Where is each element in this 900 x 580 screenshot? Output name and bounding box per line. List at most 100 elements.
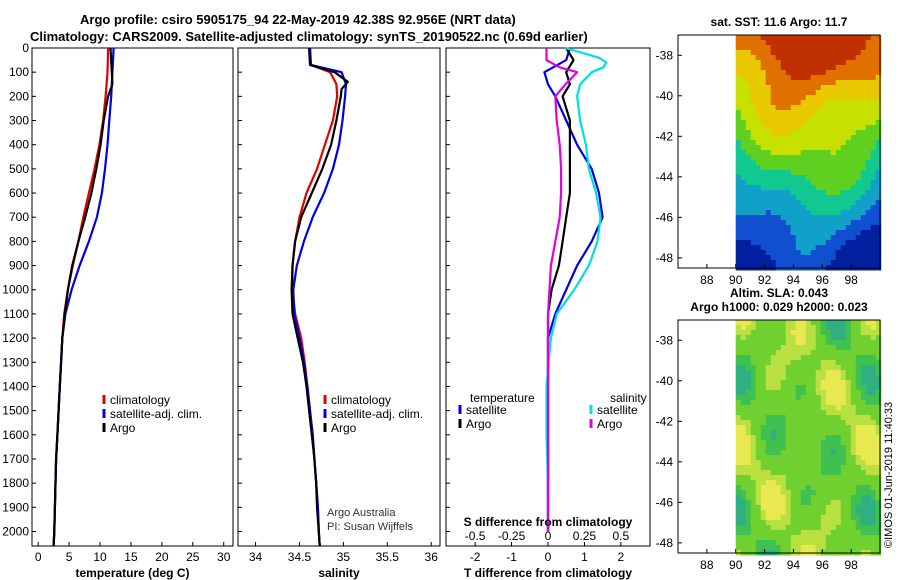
map-cell [765, 210, 772, 216]
map-cell [845, 120, 852, 126]
map-cell [800, 340, 807, 346]
map-cell [875, 330, 882, 336]
map-cell [760, 210, 767, 216]
map-cell [835, 115, 842, 121]
map-cell [755, 65, 762, 71]
map-cell [785, 135, 792, 141]
map-cell [815, 465, 822, 471]
map-cell [755, 465, 762, 471]
map-cell [825, 75, 832, 81]
map-cell [735, 260, 742, 266]
map-cell [750, 120, 757, 126]
map-cell [835, 515, 842, 521]
map-cell [775, 335, 782, 341]
map-cell [845, 40, 852, 46]
map-cell [870, 230, 877, 236]
map-cell [790, 160, 797, 166]
map-cell [735, 110, 742, 116]
map-cell [775, 420, 782, 426]
map-cell [855, 385, 862, 391]
map-cell [735, 85, 742, 91]
map-cell [775, 255, 782, 261]
map-cell [745, 525, 752, 531]
map-cell [765, 455, 772, 461]
map-cell [795, 535, 802, 541]
map-cell [870, 395, 877, 401]
map-cell [755, 350, 762, 356]
y-tick-label: 800 [9, 234, 29, 248]
map-cell [835, 205, 842, 211]
map-cell [835, 240, 842, 246]
map-cell [745, 450, 752, 456]
map-cell [865, 180, 872, 186]
map-cell [835, 125, 842, 131]
map-cell [810, 500, 817, 506]
map-cell [855, 380, 862, 386]
map-cell [845, 395, 852, 401]
map-cell [850, 225, 857, 231]
map-cell [870, 155, 877, 161]
map-cell [875, 480, 882, 486]
map-cell [855, 95, 862, 101]
map-cell [770, 95, 777, 101]
map-cell [875, 35, 882, 41]
map-cell [835, 365, 842, 371]
map-cell [790, 350, 797, 356]
map-cell [800, 350, 807, 356]
map-cell [840, 45, 847, 51]
map-cell [755, 105, 762, 111]
map-cell [805, 345, 812, 351]
map-cell [780, 425, 787, 431]
map-cell [815, 160, 822, 166]
map-cell [865, 355, 872, 361]
map-cell [830, 190, 837, 196]
map-cell [805, 140, 812, 146]
map-cell [760, 105, 767, 111]
map-cell [840, 50, 847, 56]
map-cell [870, 535, 877, 541]
map-cell [745, 125, 752, 131]
map-cell [860, 410, 867, 416]
map-cell [855, 525, 862, 531]
map-cell [860, 130, 867, 136]
map-cell [845, 190, 852, 196]
map-cell [795, 325, 802, 331]
map-cell [830, 425, 837, 431]
map-cell [810, 105, 817, 111]
map-cell [850, 365, 857, 371]
map-cell [795, 400, 802, 406]
map-cell [830, 250, 837, 256]
map-cell [815, 155, 822, 161]
map-cell [835, 375, 842, 381]
map-cell [770, 520, 777, 526]
map-cell [865, 455, 872, 461]
map-cell [805, 200, 812, 206]
map-cell [855, 240, 862, 246]
map-cell [805, 165, 812, 171]
map-cell [760, 520, 767, 526]
map-cell [845, 390, 852, 396]
map-cell [825, 185, 832, 191]
map-cell [770, 185, 777, 191]
map-cell [840, 245, 847, 251]
map-cell [805, 205, 812, 211]
map-cell [845, 140, 852, 146]
x-tick-label: -2 [470, 550, 481, 564]
map-cell [785, 65, 792, 71]
map-cell [785, 200, 792, 206]
map-y-tick-label: -38 [656, 333, 674, 347]
map-cell [785, 255, 792, 261]
map-cell [820, 205, 827, 211]
map-cell [815, 485, 822, 491]
map-cell [745, 220, 752, 226]
map-cell [780, 100, 787, 106]
map-cell [815, 330, 822, 336]
map-cell [845, 205, 852, 211]
map-cell [735, 355, 742, 361]
map-cell [855, 495, 862, 501]
map-cell [870, 415, 877, 421]
map-cell [830, 235, 837, 241]
map-cell [750, 240, 757, 246]
map-cell [790, 455, 797, 461]
map-cell [775, 480, 782, 486]
